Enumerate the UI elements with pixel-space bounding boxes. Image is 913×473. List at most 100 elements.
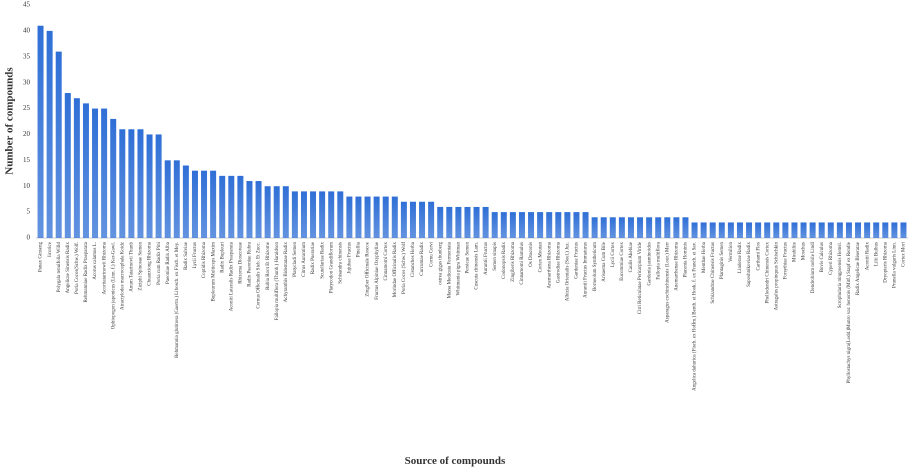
x-tick-label: Cortex Moutan (538, 242, 543, 273)
x-tick-label: Schisandra chinensis (338, 242, 343, 284)
bar (582, 212, 589, 238)
x-tick-label: Arisaema Cum Bile (602, 241, 607, 281)
bar (627, 217, 634, 238)
x-tick-label: Placenta Hominis (684, 242, 689, 277)
bar (255, 181, 262, 238)
bar (219, 175, 226, 238)
x-tick-label: Anemarrhena Rhizoma (547, 241, 552, 288)
x-tick-label: ostrea gigas thunberg (438, 242, 443, 285)
x-tick-label: Platycladi Semen (293, 242, 298, 277)
y-tick-label: 5 (27, 208, 31, 216)
x-tick-label: Ziziphi Spinosae Semen (139, 242, 144, 291)
bar (564, 212, 571, 238)
bar (82, 103, 89, 238)
bar (673, 217, 680, 238)
x-tick-label: Radix Angelicae Biseratae (856, 241, 861, 295)
x-tick-label: Eucommiae Cortex (620, 242, 625, 281)
bar (800, 222, 807, 238)
x-tick-label: Aurantii Fructus Immaturus (584, 242, 589, 298)
x-tick-label: Curcumae Radix (420, 242, 425, 276)
bar (718, 222, 725, 238)
bar (882, 222, 889, 238)
x-tick-label: Linderae Radix (738, 242, 743, 273)
x-tick-label: Forsythiae Fructus (784, 242, 789, 279)
bar (746, 222, 753, 238)
bar (355, 196, 362, 238)
bar (891, 222, 898, 238)
bar (537, 212, 544, 238)
bar (328, 191, 335, 238)
bar (827, 222, 834, 238)
bar (373, 196, 380, 238)
x-tick-label: Phyllostachys nigra(Lodd.)Munro var. hen… (847, 241, 852, 383)
bar (546, 212, 553, 238)
x-tick-label: Saposhnikoviae Radix (747, 242, 752, 287)
x-tick-label: Atractylodes macrocephala Koidz (120, 241, 125, 310)
x-tick-label: Poria Cocos(Schw.) Wolf. (75, 242, 80, 294)
x-tick-label: Prunella vulgaris Linn. (893, 242, 898, 288)
x-tick-label: Massa Medicata Fermentata (447, 241, 452, 298)
bar (310, 191, 317, 238)
x-tick-label: Scutellariae Radix (320, 242, 325, 279)
x-tick-label: Aconiti Lateralis Radix Praeparata (229, 241, 234, 311)
x-tick-label: Acorus calamus L. (93, 242, 98, 280)
x-tick-label: Codonopsis Radix (502, 242, 507, 279)
bar (464, 206, 471, 238)
x-tick-label: Lycii Cortex (611, 242, 616, 268)
bar (146, 134, 153, 238)
x-tick-label: Polygala tenuifolia Willd (57, 242, 62, 293)
bar (700, 222, 707, 238)
x-tick-label: Rehmannia glutinosa (Gaertn.) Libosch. e… (175, 242, 180, 358)
bar (337, 191, 344, 238)
x-tick-label: Menthae Herba (702, 241, 707, 273)
x-tick-label: Cornus Officinalis Sieb. Et Zucc. (257, 242, 262, 309)
bar (709, 222, 716, 238)
bar (92, 108, 99, 238)
bar (691, 222, 698, 238)
bar (391, 196, 398, 238)
x-tick-label: Asparagus cochinchinensis (Lour.) Merr (665, 242, 670, 323)
x-tick-label: licorice (48, 241, 53, 257)
bar (455, 206, 462, 238)
x-tick-label: Radix Salviae (184, 241, 189, 270)
x-tick-label: Caulis Akebiae (629, 241, 634, 272)
x-tick-label: Plantaginis Semen (720, 242, 725, 280)
bar (282, 186, 289, 238)
x-tick-label: Aconiti Radix (865, 242, 870, 271)
x-tick-label: Cornu Cervi (429, 241, 434, 266)
bar (119, 129, 126, 238)
x-tick-label: Os Draconis (529, 242, 534, 267)
bar (319, 191, 326, 238)
bar (246, 181, 253, 238)
bar (173, 160, 180, 238)
x-tick-label: Panax Ginseng (39, 242, 44, 273)
x-tick-label: Rubia Root Et Rhizome (266, 241, 271, 290)
bar (618, 217, 625, 238)
bar (873, 222, 880, 238)
x-tick-label: Dryopteris Rhizoma (883, 241, 888, 282)
bar (228, 175, 235, 238)
bar (428, 201, 435, 238)
x-tick-label: Cistanches Herba (411, 241, 416, 277)
x-tick-label: Aurantii Fructus (484, 242, 489, 275)
x-tick-label: Platycodon Grandiflorum (329, 242, 334, 293)
x-tick-label: Cortex Mori (902, 241, 907, 266)
bar (128, 129, 135, 238)
x-tick-label: Bovis Calculus (820, 242, 825, 272)
x-tick-label: Cuscuta chinensis Lam. (475, 242, 480, 290)
x-tick-label: Citri Reticulatae Pericarpium Viride (638, 241, 643, 314)
bar (518, 212, 525, 238)
bar (101, 108, 108, 238)
x-tick-label: Phellodendri Chinensis Cortex (765, 242, 770, 304)
bar (655, 217, 662, 238)
bar (845, 222, 852, 238)
x-tick-label: Radix Bupleuri (220, 241, 225, 272)
bar (764, 222, 771, 238)
bar (409, 201, 416, 238)
bar (791, 222, 798, 238)
x-tick-label: Radix Paeoniae Rubra (248, 241, 253, 286)
bar (419, 201, 426, 238)
bar (855, 222, 862, 238)
x-tick-label: Astragalus propinquus Schischkin (774, 242, 779, 311)
x-tick-label: Anum Tatarinovii Thunb (130, 242, 135, 292)
